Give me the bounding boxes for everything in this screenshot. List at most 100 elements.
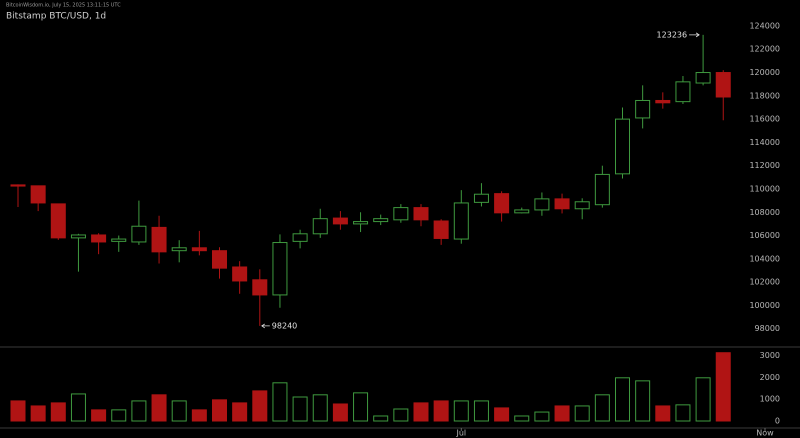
y-tick-label: 120000 (749, 68, 780, 77)
volume-bar (232, 402, 248, 422)
candle-body (494, 193, 510, 214)
volume-bar (594, 394, 610, 422)
y-tick-label: 116000 (749, 115, 780, 124)
volume-bar (433, 400, 449, 422)
candle-body (91, 234, 107, 243)
candle-body (453, 202, 469, 240)
source-line: BitcoinWisdom.io, July 15, 2025 13:11:15… (6, 3, 121, 9)
volume-bar (635, 380, 651, 422)
volume-bar (50, 402, 66, 422)
candle-body (514, 209, 530, 214)
volume-bar (131, 400, 147, 422)
candle-body (10, 184, 26, 187)
chart-title: Bitstamp BTC/USD, 1d (6, 12, 106, 22)
volume-bar (413, 402, 429, 422)
volume-bar (91, 409, 107, 422)
volume-bar (393, 408, 409, 422)
low-arrow (261, 323, 270, 329)
volume-bar (10, 400, 26, 422)
candle-body (292, 233, 308, 242)
candle-body (191, 247, 207, 252)
volume-bar (171, 400, 187, 422)
candle-body (131, 225, 147, 243)
y-tick-label: 118000 (749, 91, 780, 100)
candle-body (473, 193, 489, 203)
candle-body (50, 203, 66, 239)
volume-bar (655, 405, 671, 422)
volume-bar (695, 377, 711, 422)
y-tick-label: 106000 (749, 231, 780, 240)
candle-body (635, 99, 651, 119)
candle-body (272, 242, 288, 296)
candle-body (171, 247, 187, 252)
candle-body (554, 198, 570, 210)
x-tick-label: Jul (455, 429, 466, 438)
volume-bar (272, 382, 288, 422)
candle-body (30, 185, 46, 204)
y-tick-label: 110000 (749, 184, 780, 193)
candle-body (695, 72, 711, 84)
candle-body (534, 198, 550, 211)
volume-bar (534, 411, 550, 422)
y-tick-label: 100000 (749, 301, 780, 310)
x-end-label: Now (756, 429, 774, 438)
high-arrow (689, 32, 700, 38)
volume-bar (453, 400, 469, 422)
candle-body (574, 201, 590, 210)
volume-bar (615, 377, 630, 422)
y-tick-label: 122000 (749, 45, 780, 54)
y-tick-label: 124000 (749, 21, 780, 30)
volume-bar (473, 400, 489, 422)
candle-body (70, 234, 86, 239)
y-tick-label: 2000 (760, 373, 780, 382)
volume-bar (373, 415, 389, 422)
candle-body (615, 118, 630, 175)
candle-body (312, 218, 328, 235)
y-tick-label: 3000 (760, 351, 780, 360)
candle-body (332, 217, 348, 225)
y-tick-label: 1000 (760, 395, 780, 404)
volume-bar (191, 409, 207, 422)
volume-bar (514, 415, 530, 422)
volume-bar (212, 399, 227, 422)
candle-body (594, 173, 610, 206)
y-tick-label: 98000 (755, 324, 780, 333)
volume-bar (494, 407, 510, 422)
candle-body (393, 207, 409, 221)
volume-bar (70, 393, 86, 422)
candle-body (353, 221, 369, 225)
volume-bar (111, 409, 127, 422)
candle-body (252, 279, 268, 296)
candle-body (675, 81, 691, 103)
y-tick-label: 108000 (749, 208, 780, 217)
y-tick-label: 102000 (749, 278, 780, 287)
volume-bar (675, 404, 691, 422)
volume-bar (151, 394, 167, 422)
high-annotation: 123236 (657, 30, 688, 39)
volume-bar (332, 403, 348, 422)
volume-bar (353, 392, 369, 422)
volume-bar (312, 394, 328, 422)
candle-body (111, 238, 127, 242)
y-tick-label: 112000 (749, 161, 780, 170)
candle-body (373, 218, 389, 223)
candle-body (655, 99, 671, 104)
volume-bar (30, 405, 46, 422)
candle-body (232, 266, 248, 282)
volume-bar (574, 405, 590, 422)
volume-bar (554, 405, 570, 422)
candle-body (433, 220, 449, 239)
candle-body (151, 226, 167, 253)
y-tick-label: 114000 (749, 138, 780, 147)
y-tick-label: 0 (775, 417, 780, 426)
candle-body (715, 72, 731, 98)
candle-body (413, 207, 429, 221)
y-tick-label: 104000 (749, 254, 780, 263)
candle-body (212, 250, 227, 269)
volume-bar (292, 396, 308, 422)
volume-bar (715, 352, 731, 422)
low-annotation: 98240 (272, 321, 297, 330)
volume-bar (252, 390, 268, 422)
